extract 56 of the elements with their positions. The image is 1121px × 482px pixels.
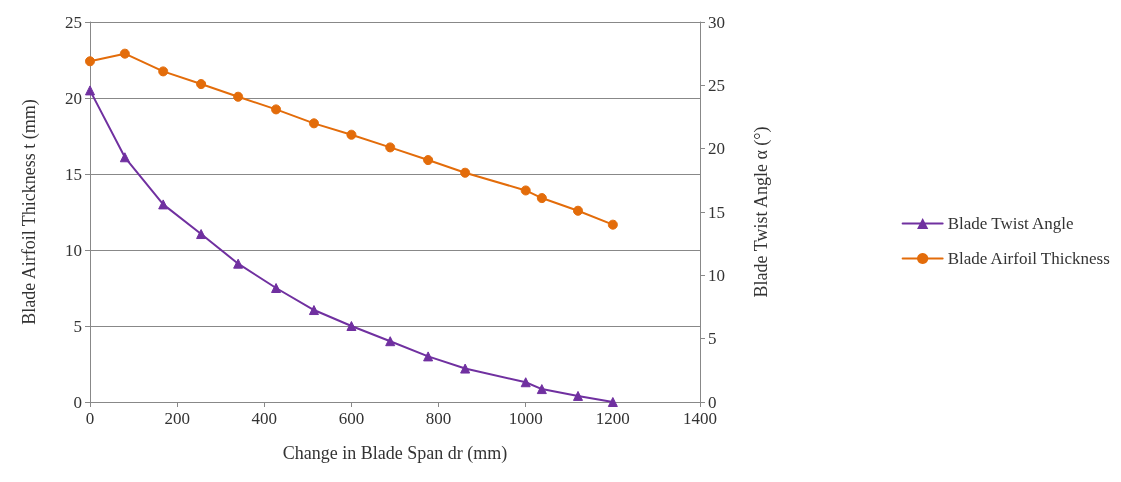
point bbox=[385, 142, 396, 153]
x-tick-label: 600 bbox=[338, 409, 365, 428]
x-tick-label: 0 bbox=[85, 409, 95, 428]
point bbox=[196, 229, 207, 240]
point bbox=[271, 283, 282, 293]
point bbox=[520, 377, 531, 388]
point bbox=[158, 66, 169, 77]
x-tick-label: 200 bbox=[164, 409, 190, 428]
point bbox=[536, 193, 547, 204]
x-axis-title: Change in Blade Span dr (mm) bbox=[282, 443, 508, 464]
y-tick-label: 15 bbox=[65, 164, 82, 184]
y2-tick-label: 20 bbox=[708, 139, 725, 159]
y2-tick-label: 10 bbox=[708, 265, 725, 285]
y2-tick-label: 5 bbox=[708, 329, 717, 349]
y2-tick-label: 15 bbox=[708, 202, 725, 222]
point bbox=[520, 185, 531, 196]
y-tick-label: 10 bbox=[65, 240, 82, 260]
point bbox=[85, 85, 95, 96]
point bbox=[233, 258, 244, 269]
point bbox=[308, 118, 319, 129]
point bbox=[573, 205, 583, 216]
point bbox=[573, 390, 583, 401]
point bbox=[233, 91, 244, 102]
y2-tick-label: 0 bbox=[708, 392, 717, 412]
y-tick-label: 25 bbox=[65, 12, 82, 32]
x-tick-label: 1200 bbox=[595, 409, 630, 428]
point bbox=[536, 384, 547, 395]
y-axis-title: Blade Airfoil Thickness t (mm) bbox=[19, 99, 40, 325]
y-tick-label: 20 bbox=[65, 88, 82, 108]
point bbox=[460, 167, 471, 178]
x-tick-label: 400 bbox=[251, 409, 278, 428]
point bbox=[158, 199, 169, 210]
point bbox=[271, 104, 282, 115]
x-tick-label: 800 bbox=[425, 409, 452, 428]
legend-label: Blade Airfoil Thickness bbox=[947, 249, 1110, 268]
y2-tick-label: 30 bbox=[708, 12, 725, 32]
point bbox=[423, 351, 434, 362]
y-tick-label: 5 bbox=[73, 316, 82, 336]
point bbox=[460, 363, 471, 374]
y2-tick-label: 25 bbox=[708, 75, 725, 95]
point bbox=[423, 155, 434, 166]
point bbox=[385, 336, 396, 347]
point bbox=[196, 79, 207, 90]
point bbox=[119, 48, 130, 59]
x-tick-label: 1000 bbox=[508, 409, 543, 428]
point bbox=[346, 129, 357, 140]
x-tick-label: 1400 bbox=[683, 409, 717, 428]
point bbox=[85, 56, 95, 67]
point bbox=[308, 305, 319, 316]
point bbox=[607, 397, 618, 407]
point bbox=[346, 321, 357, 331]
point bbox=[119, 152, 130, 163]
y-tick-label: 0 bbox=[73, 392, 82, 412]
point bbox=[607, 219, 618, 230]
y2-axis-title: Blade Twist Angle α (°) bbox=[751, 126, 772, 298]
legend-label: Blade Twist Angle bbox=[947, 214, 1074, 233]
